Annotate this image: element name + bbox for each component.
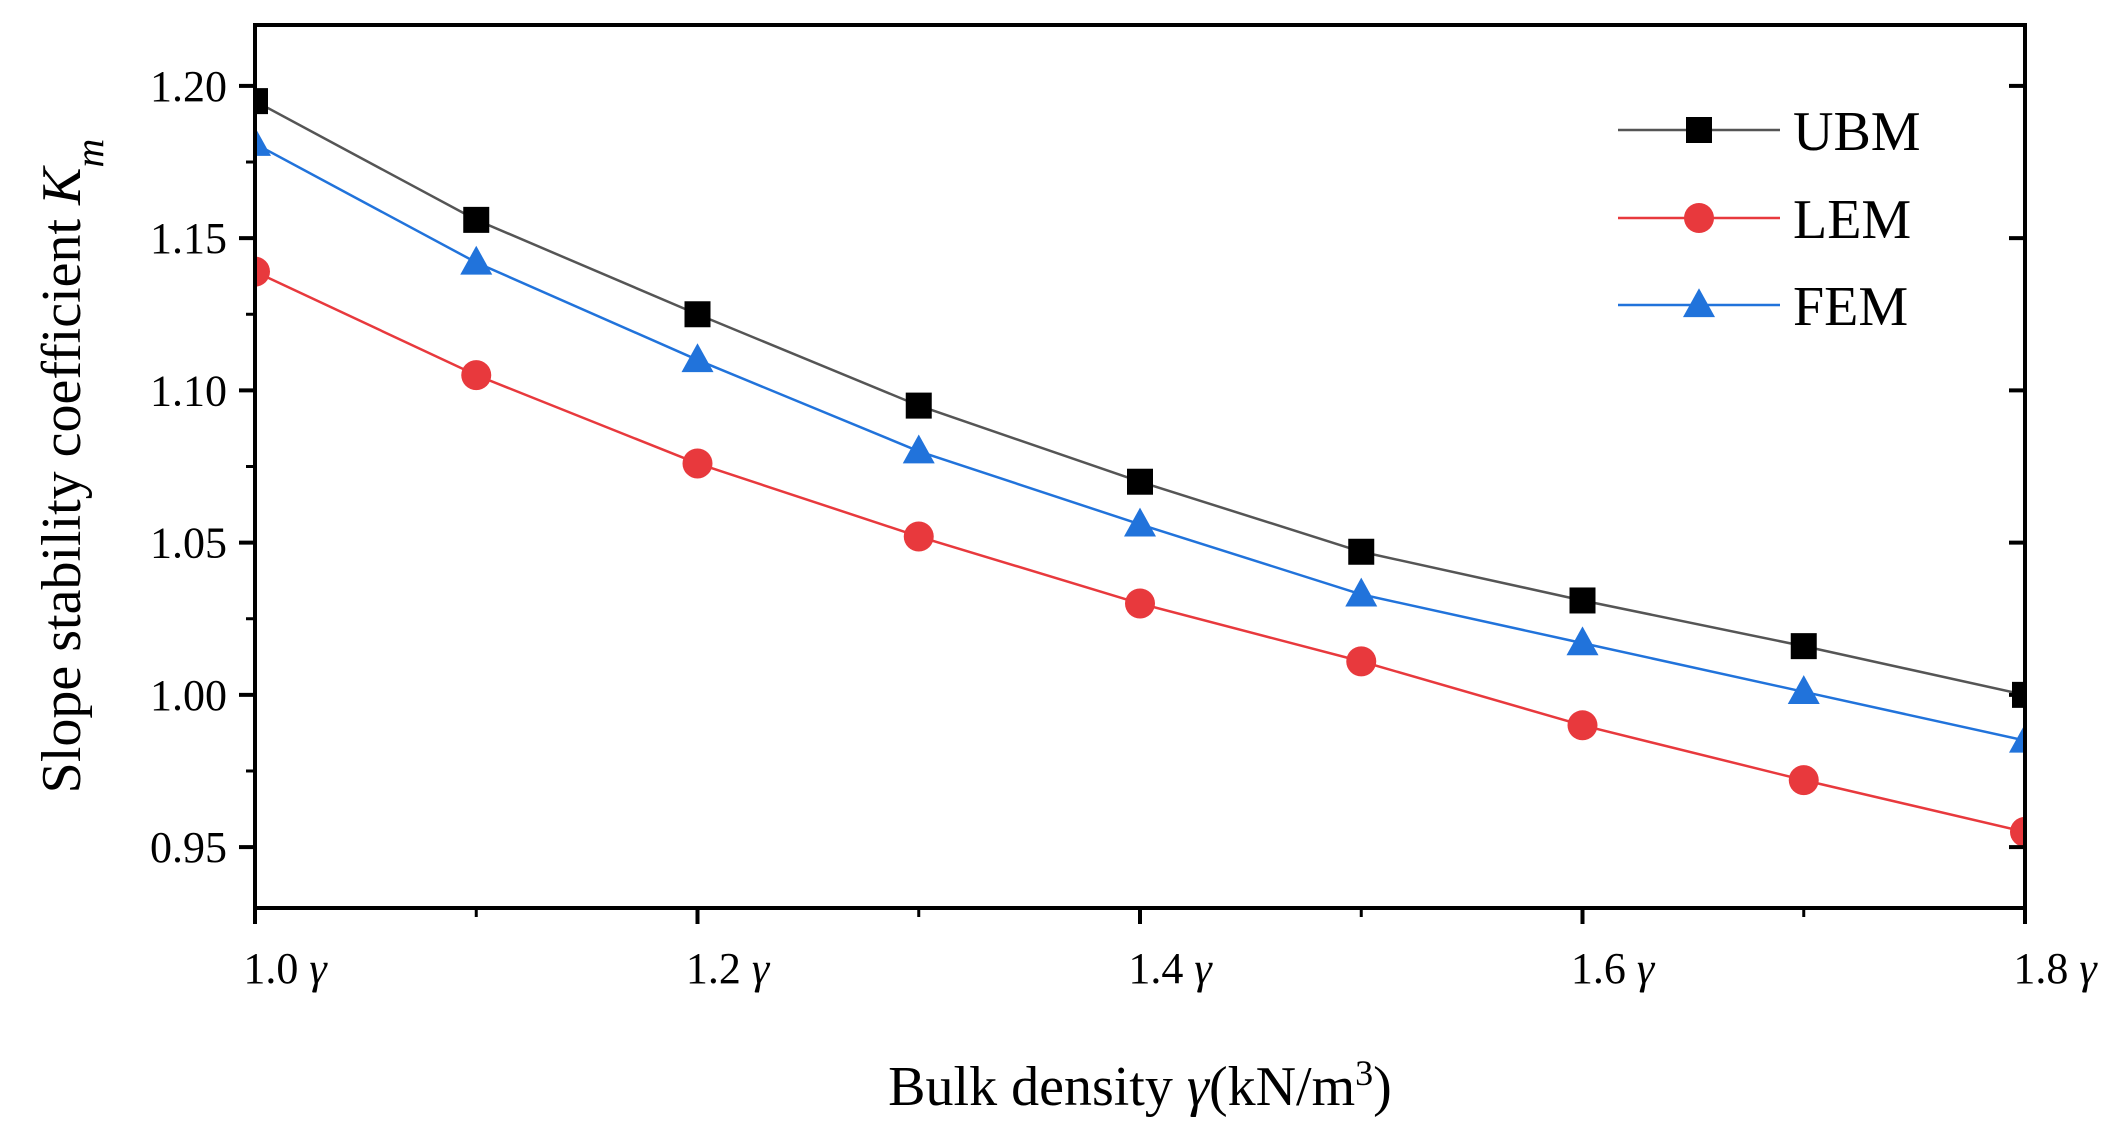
data-point-fem	[255, 127, 271, 156]
x-tick-label: 1.4 γ	[1128, 944, 1213, 993]
data-point-lem	[2010, 816, 2025, 847]
data-point-lem	[903, 521, 934, 552]
data-point-fem	[2009, 723, 2025, 753]
x-tick-label-value: 1.4	[1128, 944, 1183, 993]
data-point-fem	[1345, 577, 1378, 607]
legend-label: FEM	[1793, 276, 1908, 338]
x-axis-title-unit-sup: 3	[1355, 1053, 1373, 1093]
legend-item-fem: FEM	[1618, 276, 1908, 338]
data-point-ubm	[1127, 468, 1153, 495]
data-point-fem	[460, 245, 493, 275]
legend-marker-square	[1686, 117, 1712, 143]
legend-item-lem: LEM	[1618, 189, 1911, 251]
x-tick-label: 1.2 γ	[686, 944, 771, 993]
legend-label: UBM	[1793, 101, 1921, 163]
data-point-lem	[255, 256, 270, 287]
data-point-lem	[461, 360, 492, 391]
series-layer	[255, 88, 2025, 847]
data-point-lem	[1346, 646, 1377, 677]
data-point-lem	[1125, 588, 1155, 619]
legend-marker-triangle	[1683, 288, 1715, 318]
x-axis-title: Bulk density γ(kN/m3)	[888, 1053, 1392, 1118]
y-tick-label: 1.05	[150, 519, 227, 568]
data-point-ubm	[684, 301, 711, 328]
x-axis-title-unit-close: )	[1373, 1056, 1392, 1118]
plot-frame	[253, 23, 2027, 910]
x-tick-label-value: 1.2	[686, 944, 741, 993]
x-tick-label-value: 1.8	[2013, 944, 2068, 993]
data-point-lem	[1788, 765, 1819, 796]
x-axis-title-main: Bulk density	[888, 1056, 1187, 1118]
x-tick-label-symbol: γ	[1626, 944, 1656, 993]
data-point-fem	[1787, 675, 1820, 704]
data-point-ubm	[463, 206, 490, 233]
y-tick-label: 1.15	[150, 214, 227, 263]
y-axis-title: Slope stability coefficient Km	[31, 139, 112, 794]
y-tick-label: 1.20	[150, 62, 227, 111]
data-point-ubm	[255, 88, 268, 115]
x-tick-label-value: 1.0	[243, 944, 298, 993]
x-axis-title-unit: (kN/m	[1209, 1056, 1355, 1118]
y-axis-title-subscript: m	[67, 139, 112, 168]
series-line-lem	[255, 270, 2025, 834]
series-line-fem	[255, 142, 2025, 742]
data-point-lem	[682, 448, 713, 479]
x-tick-label-symbol: γ	[1183, 944, 1213, 993]
x-tick-label-symbol: γ	[2068, 944, 2098, 993]
data-point-ubm	[1569, 587, 1596, 614]
y-tick-label: 1.10	[150, 366, 227, 415]
x-tick-label: 1.6 γ	[1571, 944, 1656, 993]
data-point-ubm	[1348, 538, 1375, 565]
x-axis-title-symbol: γ	[1187, 1056, 1211, 1118]
data-point-fem	[1566, 626, 1599, 656]
y-tick-label: 0.95	[150, 823, 227, 872]
y-axis-title-symbol: K	[31, 165, 93, 206]
x-tick-label: 1.0 γ	[243, 944, 328, 993]
x-tick-label-symbol: γ	[298, 944, 328, 993]
legend: UBM LEM FEM	[1618, 101, 1921, 338]
x-tick-label: 1.8 γ	[2013, 944, 2098, 993]
series-fem	[255, 127, 2025, 753]
legend-label: LEM	[1793, 189, 1911, 251]
y-axis-title-main: Slope stability coefficient	[31, 205, 93, 793]
data-point-fem	[681, 343, 714, 373]
x-tick-label-symbol: γ	[741, 944, 771, 993]
data-point-ubm	[905, 392, 932, 419]
legend-item-ubm: UBM	[1618, 101, 1921, 163]
series-ubm	[255, 88, 2025, 708]
data-point-ubm	[1790, 633, 1817, 660]
data-point-lem	[1567, 710, 1598, 741]
data-point-fem	[1124, 507, 1156, 537]
x-tick-label-value: 1.6	[1571, 944, 1626, 993]
series-lem	[255, 256, 2025, 847]
legend-marker-circle	[1684, 203, 1714, 233]
data-point-fem	[902, 434, 935, 464]
y-tick-label: 1.00	[150, 671, 227, 720]
